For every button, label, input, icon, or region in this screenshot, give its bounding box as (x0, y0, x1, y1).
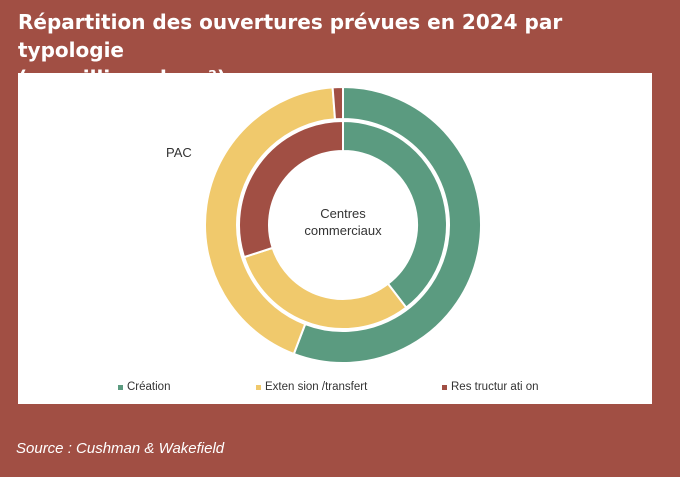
legend-item-restructuration: Res tructur ati on (442, 381, 539, 393)
outer-ring-slice-creation (292, 85, 482, 364)
legend-label-creation: Création (127, 381, 171, 393)
outer-ring-slice-extension (204, 86, 337, 356)
legend-item-extension: Exten sion /transfert (256, 381, 367, 393)
legend-swatch-creation (118, 384, 123, 390)
legend-item-creation: Création (118, 381, 170, 393)
legend-label-restructuration: Res tructur ati on (451, 381, 539, 393)
outer-ring-label: PAC (166, 145, 192, 160)
inner-ring-label-line-1: Centres (320, 206, 366, 221)
inner-ring-slice-creation (342, 119, 448, 309)
legend-swatch-restructuration (442, 384, 447, 390)
title-line-1: Répartition des ouvertures prévues en 20… (18, 10, 563, 62)
inner-ring-label: Centres commerciaux (276, 205, 410, 239)
inner-ring-slice-restructuration (238, 119, 344, 259)
legend-label-extension: Exten sion /transfert (265, 381, 368, 393)
chart-panel: PAC Centres commerciaux Création Exten s… (18, 73, 652, 404)
inner-ring-label-line-2: commerciaux (304, 223, 382, 238)
source-note: Source : Cushman & Wakefield (16, 440, 225, 457)
legend-swatch-extension (256, 384, 261, 390)
outer-ring-slice-restructuration (331, 85, 344, 121)
donut-chart (204, 85, 482, 364)
